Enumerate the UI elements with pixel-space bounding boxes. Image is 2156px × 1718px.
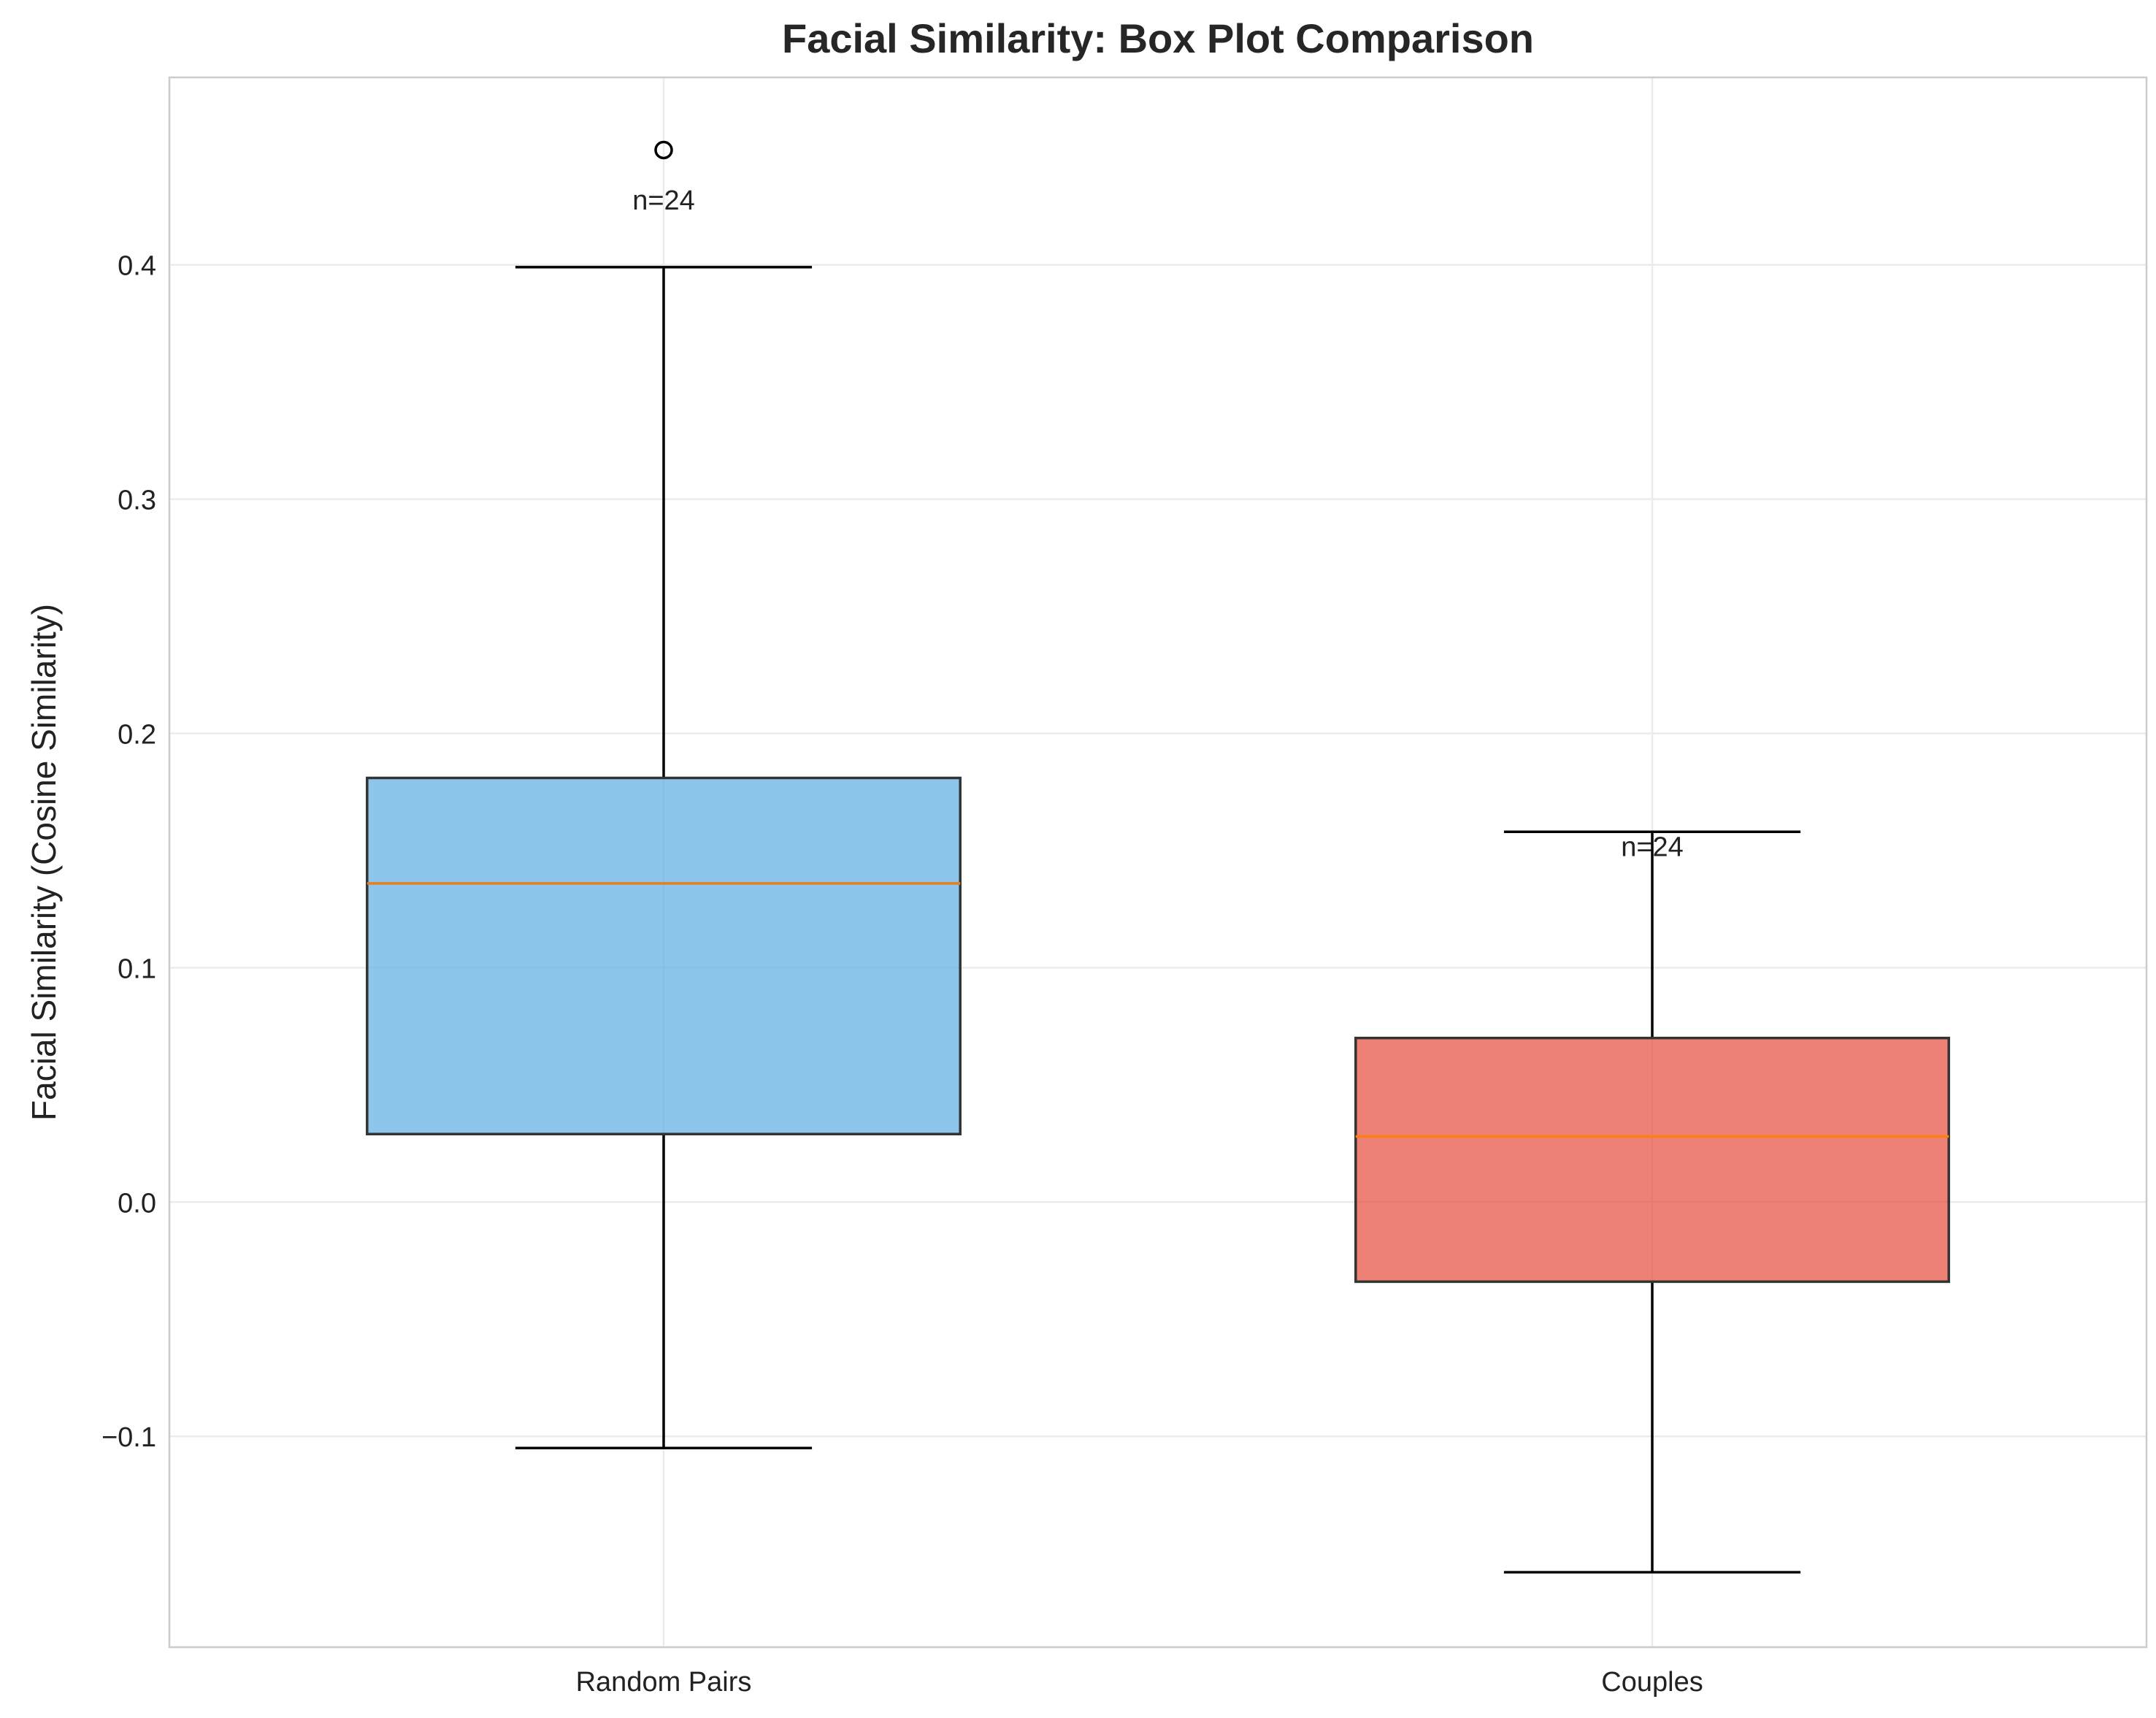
chart-title: Facial Similarity: Box Plot Comparison (782, 15, 1534, 61)
y-tick-label: −0.1 (101, 1422, 156, 1453)
sample-size-label: n=24 (1621, 832, 1684, 863)
y-tick-label: 0.4 (118, 251, 156, 282)
y-tick-label: 0.1 (118, 954, 156, 984)
box-iqr (1354, 1036, 1950, 1284)
y-tick-label: 0.3 (118, 486, 156, 516)
y-tick-label: 0.0 (118, 1188, 156, 1219)
box-layer: n=24 n=24 (366, 140, 1950, 1574)
x-tick-label: Random Pairs (576, 1667, 752, 1698)
x-tick-label: Couples (1601, 1667, 1703, 1698)
plot-frame (168, 76, 2148, 1649)
box-iqr (366, 776, 962, 1135)
y-axis-label: Facial Similarity (Cosine Similarity) (25, 604, 63, 1121)
sample-size-label: n=24 (632, 185, 695, 216)
outlier-point (654, 140, 673, 160)
tick-layer: −0.1 0.0 0.1 0.2 0.3 0.4 Random Pairs Couples (101, 251, 1703, 1698)
y-tick-label: 0.2 (118, 720, 156, 751)
